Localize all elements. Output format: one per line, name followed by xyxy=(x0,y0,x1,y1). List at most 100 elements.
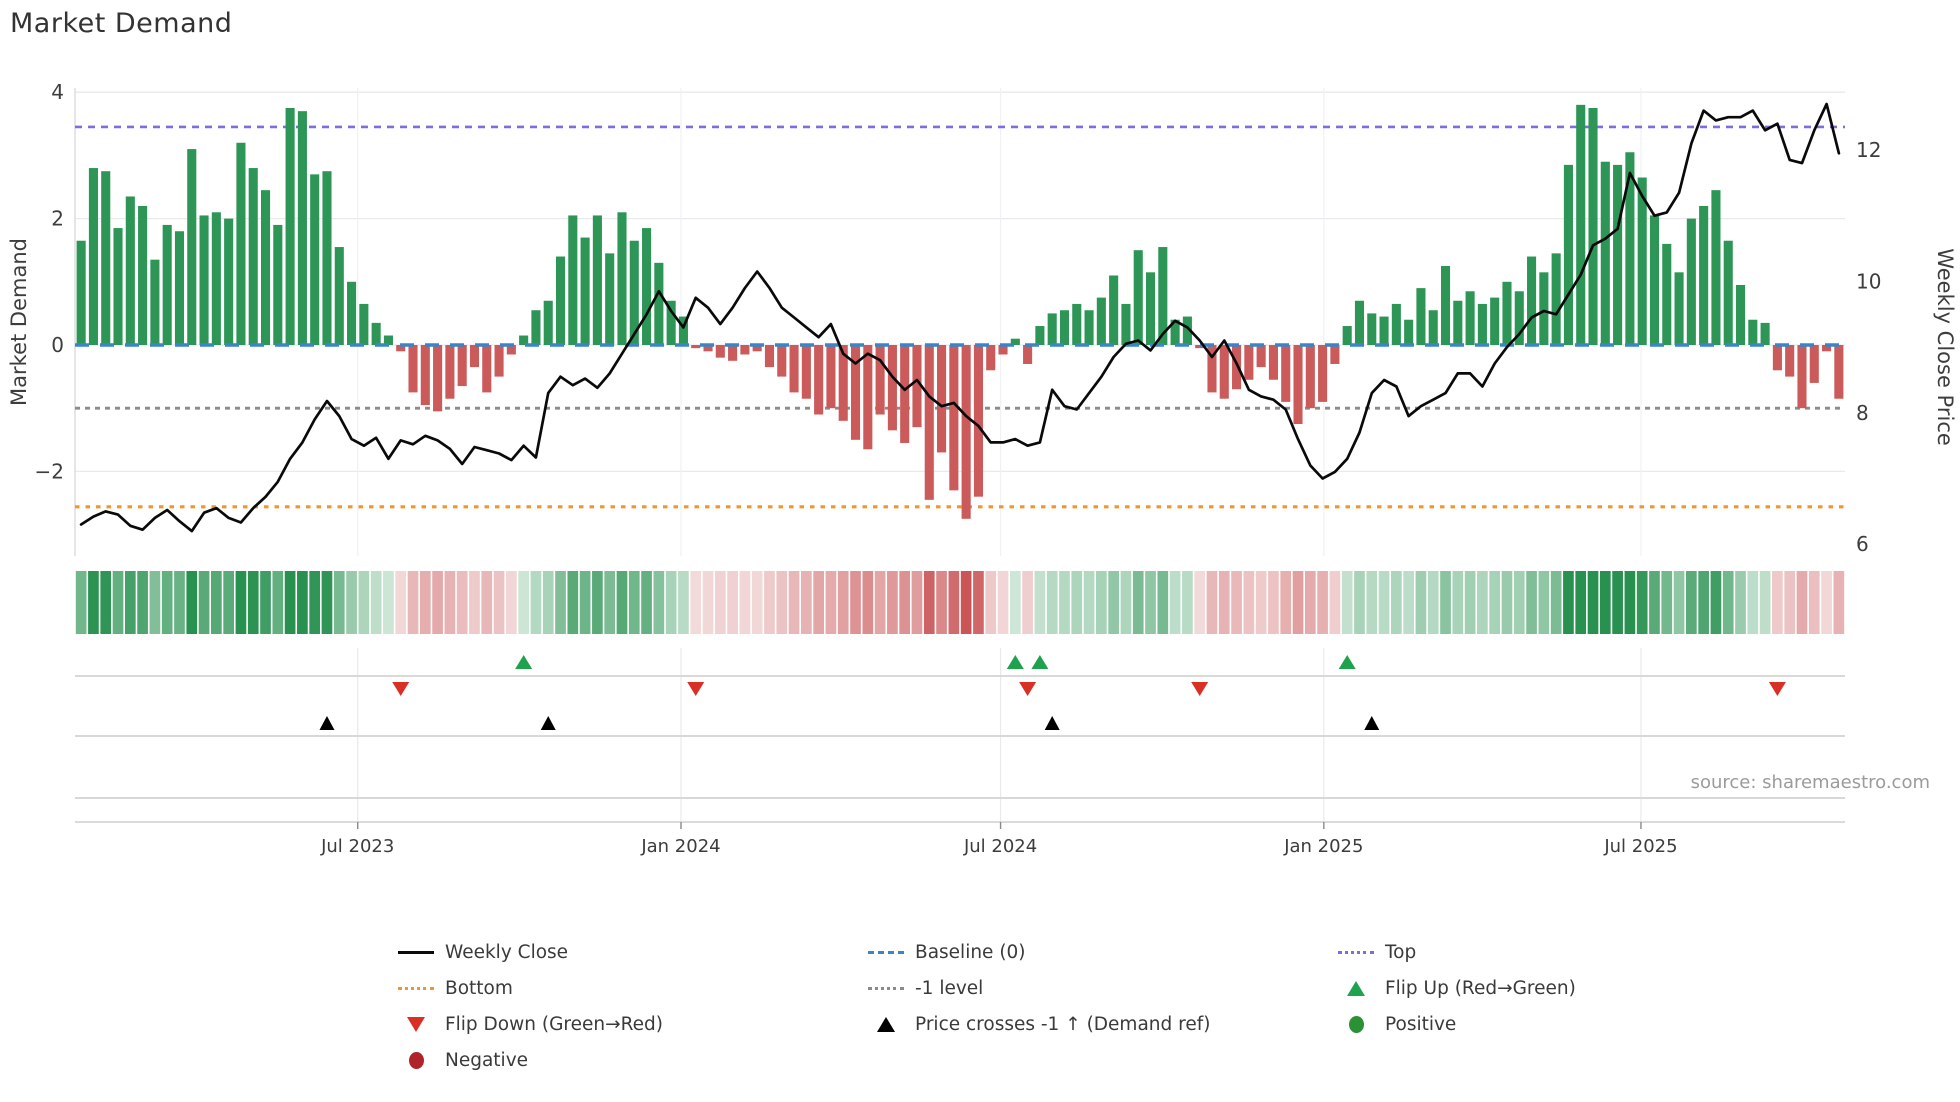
demand-bar-positive xyxy=(580,237,590,345)
demand-bar-positive xyxy=(1711,190,1721,345)
legend-minus1: -1 level xyxy=(868,971,983,1005)
demand-bar-negative xyxy=(1772,345,1782,371)
demand-bar-negative xyxy=(998,345,1008,355)
heatmap-cell xyxy=(960,571,972,634)
heatmap-cell xyxy=(1772,571,1783,634)
heatmap-cell xyxy=(1624,571,1636,634)
heatmap-cell xyxy=(1636,571,1648,634)
right-tick-label: 6 xyxy=(1856,532,1869,556)
heatmap-cell xyxy=(1489,571,1501,634)
heatmap-cell xyxy=(161,571,173,634)
heatmap-cell xyxy=(1747,571,1759,634)
demand-bar-positive xyxy=(322,171,332,345)
heatmap-cell xyxy=(1157,571,1169,634)
heatmap-cell xyxy=(1169,571,1181,634)
demand-bar-negative xyxy=(764,345,775,368)
heatmap-cell xyxy=(788,571,800,634)
flip-down-marker xyxy=(1191,682,1209,696)
demand-bar-negative xyxy=(1305,345,1315,409)
heatmap-cell xyxy=(764,571,775,634)
demand-bar-positive xyxy=(1735,284,1746,345)
heatmap-cell xyxy=(1477,571,1488,634)
demand-bar-negative xyxy=(961,345,971,519)
demand-bar-positive xyxy=(666,300,676,345)
right-tick-label: 12 xyxy=(1856,138,1881,162)
heatmap-cell xyxy=(801,571,812,634)
heatmap-cell xyxy=(493,571,505,634)
heatmap-cell xyxy=(1268,571,1279,634)
demand-bar-positive xyxy=(1109,275,1119,345)
legend-minus1-label: -1 level xyxy=(915,977,984,999)
demand-bar-positive xyxy=(125,196,135,345)
heatmap-cell xyxy=(973,571,984,634)
demand-bar-positive xyxy=(1649,215,1660,345)
top-line-swatch xyxy=(1338,950,1374,954)
legend-price-cross: Price crosses -1 ↑ (Demand ref) xyxy=(868,1007,1210,1041)
heatmap-cell xyxy=(923,571,935,634)
demand-bar-positive xyxy=(1527,256,1537,345)
legend-negative-label: Negative xyxy=(445,1049,529,1071)
heatmap-cell xyxy=(174,571,185,634)
demand-bar-negative xyxy=(728,345,738,361)
legend-top: Top xyxy=(1338,935,1416,969)
demand-bar-positive xyxy=(162,224,172,345)
heatmap-cell xyxy=(321,571,333,634)
left-axis-label: Market Demand xyxy=(7,238,31,406)
heatmap-cell xyxy=(1391,571,1402,634)
demand-bar-positive xyxy=(1453,300,1463,345)
heatmap-cell xyxy=(653,571,665,634)
demand-bar-positive xyxy=(1428,310,1438,345)
flip-up-marker xyxy=(1031,655,1049,669)
heatmap-cell xyxy=(1452,571,1464,634)
heatmap-cell xyxy=(432,571,443,634)
demand-bar-positive xyxy=(1576,104,1586,345)
positive-dot-icon xyxy=(1348,1015,1364,1033)
price-cross-marker xyxy=(1044,716,1060,730)
heatmap-cell xyxy=(1575,571,1587,634)
heatmap-cell xyxy=(1784,571,1796,634)
heatmap-cell xyxy=(997,571,1009,634)
price-cross-icon xyxy=(877,1016,895,1032)
heatmap-cell xyxy=(333,571,345,634)
legend-positive: Positive xyxy=(1338,1007,1456,1041)
heatmap-cell xyxy=(1292,571,1304,634)
heatmap-cell xyxy=(555,571,566,634)
heatmap-cell xyxy=(1034,571,1046,634)
heatmap-cell xyxy=(850,571,861,634)
heatmap-cell xyxy=(579,571,591,634)
legend-positive-label: Positive xyxy=(1385,1013,1457,1035)
heatmap-cell xyxy=(825,571,837,634)
heatmap-cell xyxy=(1317,571,1328,634)
left-tick-label: −2 xyxy=(35,459,64,483)
heatmap-cell xyxy=(247,571,259,634)
demand-bar-negative xyxy=(863,345,873,450)
heatmap-cell xyxy=(1071,571,1083,634)
heatmap-cell xyxy=(641,571,652,634)
demand-bar-positive xyxy=(174,231,185,345)
demand-bar-positive xyxy=(359,303,369,345)
demand-bar-positive xyxy=(1170,319,1180,345)
heatmap-cell xyxy=(1218,571,1230,634)
demand-bar-positive xyxy=(347,281,357,345)
demand-bar-negative xyxy=(740,345,750,355)
demand-bar-positive xyxy=(1158,247,1168,345)
heatmap-cell xyxy=(223,571,234,634)
x-tick-label: Jul 2025 xyxy=(1603,836,1677,857)
demand-bar-negative xyxy=(1232,345,1242,390)
demand-bar-negative xyxy=(789,345,799,393)
demand-bar-positive xyxy=(1662,243,1672,345)
demand-bar-negative xyxy=(838,345,848,421)
heatmap-cell xyxy=(456,571,468,634)
heatmap-cell xyxy=(1046,571,1058,634)
demand-bar-negative xyxy=(1293,345,1303,424)
heatmap-cell xyxy=(530,571,542,634)
demand-bar-positive xyxy=(642,228,652,345)
demand-bar-negative xyxy=(469,345,480,368)
demand-bar-positive xyxy=(1145,272,1156,345)
demand-bar-negative xyxy=(912,345,922,428)
right-tick-label: 10 xyxy=(1856,269,1881,293)
demand-bar-positive xyxy=(1551,253,1561,345)
heatmap-cell xyxy=(1686,571,1697,634)
heatmap-cell xyxy=(309,571,321,634)
demand-bar-positive xyxy=(113,228,123,345)
